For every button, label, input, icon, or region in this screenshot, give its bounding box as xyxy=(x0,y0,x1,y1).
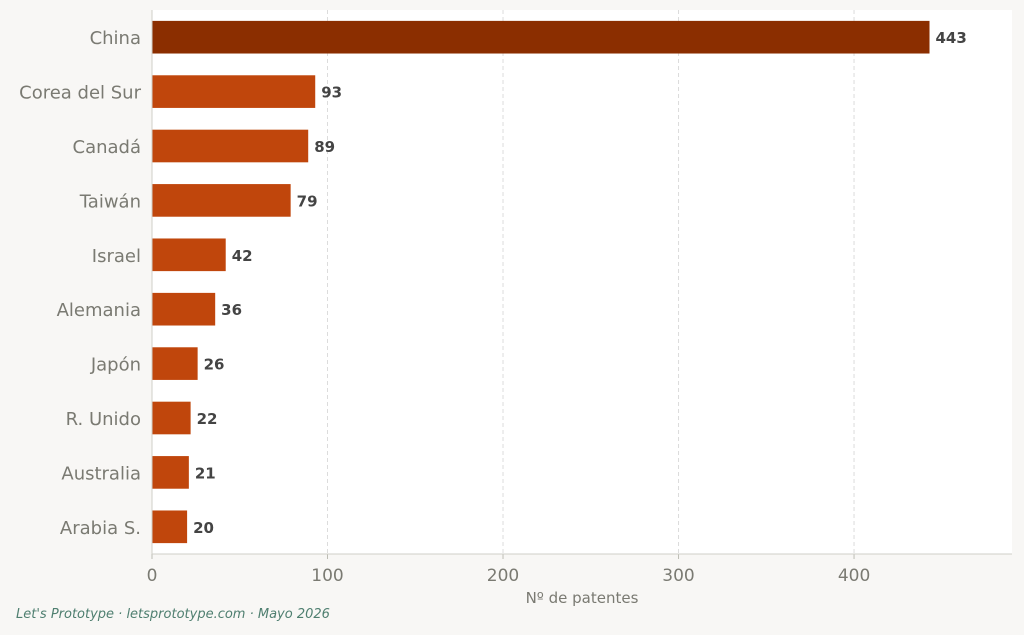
category-label: Israel xyxy=(92,246,141,267)
x-tick-label: 100 xyxy=(311,566,343,586)
data-label: 21 xyxy=(195,464,216,482)
data-label: 93 xyxy=(321,84,342,102)
data-label: 79 xyxy=(297,192,318,210)
data-label: 20 xyxy=(193,519,214,537)
x-tick-label: 300 xyxy=(662,566,694,586)
data-label: 22 xyxy=(197,410,218,428)
category-label: Canadá xyxy=(73,137,142,158)
bar xyxy=(152,347,198,380)
bar xyxy=(152,20,930,54)
value-labels: 443 93 89 79 42 36 26 22 21 20 xyxy=(193,29,967,537)
data-label: 443 xyxy=(936,29,967,47)
category-label: Corea del Sur xyxy=(19,83,141,104)
bar xyxy=(152,184,291,217)
x-tick-label: 200 xyxy=(487,566,519,586)
category-label: China xyxy=(90,28,141,49)
x-tick-label: 0 xyxy=(147,566,158,586)
category-label: R. Unido xyxy=(66,409,141,430)
category-label: Australia xyxy=(61,463,141,484)
bar xyxy=(152,238,226,272)
data-label: 89 xyxy=(314,138,335,156)
bars-group xyxy=(152,20,930,544)
x-axis-ticks: 0 100 200 300 400 xyxy=(147,554,870,586)
bar xyxy=(152,129,309,163)
data-label: 42 xyxy=(232,247,253,265)
data-label: 36 xyxy=(221,301,242,319)
bar xyxy=(152,510,188,544)
category-label: Taiwán xyxy=(79,191,141,212)
category-label: Arabia S. xyxy=(60,518,141,539)
category-labels: China Corea del Sur Canadá Taiwán Israel Alem… xyxy=(19,28,141,539)
category-label: Japón xyxy=(90,355,141,376)
bar xyxy=(152,456,189,489)
x-axis-title: Nº de patentes xyxy=(526,589,639,607)
footer-credit: Let's Prototype · letsprototype.com · Ma… xyxy=(16,607,330,622)
data-label: 26 xyxy=(204,356,225,374)
x-tick-label: 400 xyxy=(838,566,870,586)
bar xyxy=(152,75,316,108)
category-label: Alemania xyxy=(57,300,141,321)
bar xyxy=(152,401,191,435)
bar xyxy=(152,292,216,326)
